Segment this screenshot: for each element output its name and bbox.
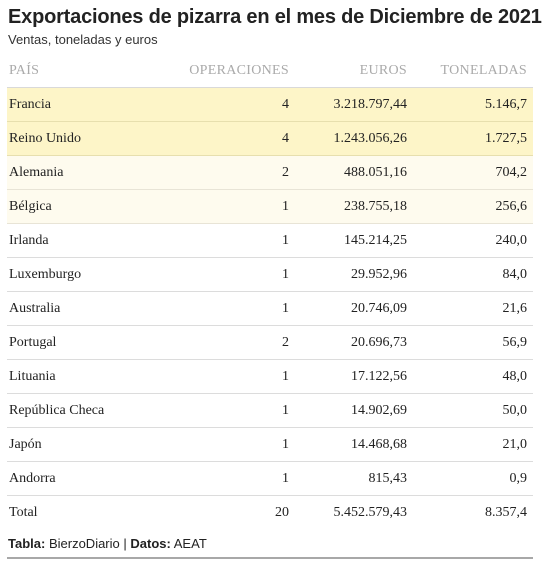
table-row: Japón 1 14.468,68 21,0 bbox=[7, 427, 533, 462]
cell-toneladas: 256,6 bbox=[413, 189, 533, 224]
bottom-divider bbox=[7, 557, 533, 559]
cell-operaciones: 2 bbox=[187, 325, 295, 360]
cell-euros: 145.214,25 bbox=[295, 223, 413, 258]
table-row: Bélgica 1 238.755,18 256,6 bbox=[7, 189, 533, 224]
total-toneladas: 8.357,4 bbox=[485, 504, 527, 520]
cell-toneladas: 21,0 bbox=[413, 427, 533, 462]
cell-toneladas: 704,2 bbox=[413, 155, 533, 190]
cell-pais: Lituania bbox=[7, 359, 187, 394]
table-total-row: Total 20 5.452.579,43 8.357,4 bbox=[7, 496, 533, 530]
exports-table: PAÍS OPERACIONES EUROS TONELADAS Francia… bbox=[7, 55, 533, 529]
total-euros: 5.452.579,43 bbox=[333, 504, 408, 520]
cell-operaciones: 2 bbox=[187, 155, 295, 190]
cell-operaciones: 4 bbox=[187, 87, 295, 122]
cell-operaciones: 1 bbox=[187, 461, 295, 496]
cell-toneladas: 84,0 bbox=[413, 257, 533, 292]
page-title: Exportaciones de pizarra en el mes de Di… bbox=[8, 6, 542, 28]
column-header-pais[interactable]: PAÍS bbox=[7, 55, 187, 88]
cell-operaciones: 1 bbox=[187, 189, 295, 224]
cell-toneladas: 21,6 bbox=[413, 291, 533, 326]
cell-toneladas: 1.727,5 bbox=[413, 121, 533, 156]
cell-toneladas: 5.146,7 bbox=[413, 87, 533, 122]
cell-toneladas: 240,0 bbox=[413, 223, 533, 258]
cell-pais: República Checa bbox=[7, 393, 187, 428]
cell-euros: 3.218.797,44 bbox=[295, 87, 413, 122]
total-pais: Total bbox=[9, 504, 38, 520]
footer-datos-label: Datos: bbox=[130, 536, 171, 551]
cell-pais: Francia bbox=[7, 87, 187, 122]
table-widget: Exportaciones de pizarra en el mes de Di… bbox=[6, 0, 542, 559]
table-header-row: PAÍS OPERACIONES EUROS TONELADAS bbox=[7, 55, 533, 88]
table-row: Portugal 2 20.696,73 56,9 bbox=[7, 325, 533, 360]
table-row: Alemania 2 488.051,16 704,2 bbox=[7, 155, 533, 190]
cell-euros: 20.696,73 bbox=[295, 325, 413, 360]
table-row: Luxemburgo 1 29.952,96 84,0 bbox=[7, 257, 533, 292]
cell-operaciones: 1 bbox=[187, 427, 295, 462]
cell-euros: 29.952,96 bbox=[295, 257, 413, 292]
table-row: República Checa 1 14.902,69 50,0 bbox=[7, 393, 533, 428]
table-row: Francia 4 3.218.797,44 5.146,7 bbox=[7, 87, 533, 122]
cell-euros: 20.746,09 bbox=[295, 291, 413, 326]
cell-pais: Portugal bbox=[7, 325, 187, 360]
column-header-euros[interactable]: EUROS bbox=[295, 55, 413, 88]
table-row: Irlanda 1 145.214,25 240,0 bbox=[7, 223, 533, 258]
page-subtitle: Ventas, toneladas y euros bbox=[8, 32, 158, 47]
cell-euros: 14.468,68 bbox=[295, 427, 413, 462]
footer-tabla-value: BierzoDiario bbox=[48, 536, 120, 551]
footer-separator: | bbox=[123, 536, 127, 551]
cell-euros: 1.243.056,26 bbox=[295, 121, 413, 156]
cell-euros: 238.755,18 bbox=[295, 189, 413, 224]
cell-toneladas: 56,9 bbox=[413, 325, 533, 360]
cell-operaciones: 4 bbox=[187, 121, 295, 156]
cell-operaciones: 1 bbox=[187, 393, 295, 428]
cell-euros: 488.051,16 bbox=[295, 155, 413, 190]
footer-tabla-label: Tabla: bbox=[8, 536, 46, 551]
cell-operaciones: 1 bbox=[187, 359, 295, 394]
cell-toneladas: 50,0 bbox=[413, 393, 533, 428]
cell-pais: Japón bbox=[7, 427, 187, 462]
cell-pais: Andorra bbox=[7, 461, 187, 496]
cell-pais: Alemania bbox=[7, 155, 187, 190]
cell-operaciones: 1 bbox=[187, 223, 295, 258]
cell-pais: Reino Unido bbox=[7, 121, 187, 156]
table-row: Andorra 1 815,43 0,9 bbox=[7, 461, 533, 496]
table-row: Reino Unido 4 1.243.056,26 1.727,5 bbox=[7, 121, 533, 156]
cell-euros: 815,43 bbox=[295, 461, 413, 496]
table-row: Lituania 1 17.122,56 48,0 bbox=[7, 359, 533, 394]
cell-euros: 17.122,56 bbox=[295, 359, 413, 394]
cell-pais: Australia bbox=[7, 291, 187, 326]
cell-toneladas: 48,0 bbox=[413, 359, 533, 394]
cell-pais: Luxemburgo bbox=[7, 257, 187, 292]
column-header-operaciones[interactable]: OPERACIONES bbox=[187, 55, 295, 88]
cell-toneladas: 0,9 bbox=[413, 461, 533, 496]
cell-pais: Bélgica bbox=[7, 189, 187, 224]
footer-datos-value: AEAT bbox=[173, 536, 207, 551]
cell-euros: 14.902,69 bbox=[295, 393, 413, 428]
source-footer: Tabla: BierzoDiario | Datos: AEAT bbox=[8, 535, 536, 553]
cell-pais: Irlanda bbox=[7, 223, 187, 258]
table-row: Australia 1 20.746,09 21,6 bbox=[7, 291, 533, 326]
cell-operaciones: 1 bbox=[187, 291, 295, 326]
cell-operaciones: 1 bbox=[187, 257, 295, 292]
column-header-toneladas[interactable]: TONELADAS bbox=[413, 55, 533, 88]
total-operaciones: 20 bbox=[275, 504, 289, 520]
